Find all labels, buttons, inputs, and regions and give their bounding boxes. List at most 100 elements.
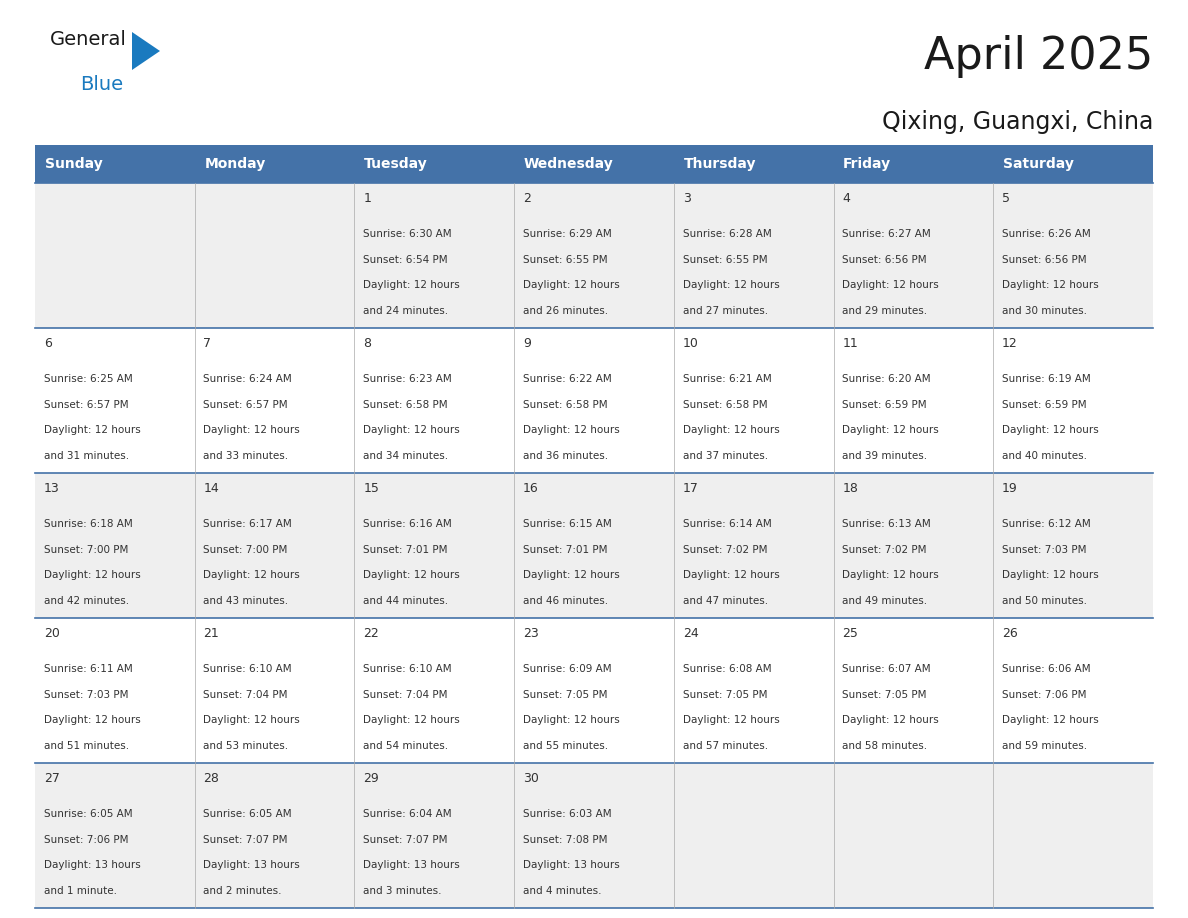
Text: Sunset: 7:01 PM: Sunset: 7:01 PM (523, 544, 607, 554)
Text: Daylight: 13 hours: Daylight: 13 hours (203, 860, 301, 870)
Text: Daylight: 12 hours: Daylight: 12 hours (683, 570, 779, 580)
Text: and 53 minutes.: and 53 minutes. (203, 741, 289, 751)
Bar (34, 618, 195, 763)
Bar (834, 183, 993, 328)
Text: Sunset: 6:57 PM: Sunset: 6:57 PM (203, 399, 289, 409)
Text: 12: 12 (1001, 337, 1018, 350)
Text: Sunrise: 6:19 AM: Sunrise: 6:19 AM (1001, 375, 1091, 385)
Text: Sunset: 6:56 PM: Sunset: 6:56 PM (1001, 255, 1087, 264)
Text: and 51 minutes.: and 51 minutes. (44, 741, 129, 751)
Text: Sunrise: 6:23 AM: Sunrise: 6:23 AM (364, 375, 451, 385)
Bar (34, 145, 195, 183)
Text: Sunset: 7:02 PM: Sunset: 7:02 PM (683, 544, 767, 554)
Text: Sunrise: 6:07 AM: Sunrise: 6:07 AM (842, 665, 931, 675)
Text: and 43 minutes.: and 43 minutes. (203, 596, 289, 606)
Text: Sunset: 7:07 PM: Sunset: 7:07 PM (364, 834, 448, 845)
Text: 13: 13 (44, 482, 59, 495)
Text: Sunrise: 6:13 AM: Sunrise: 6:13 AM (842, 520, 931, 530)
Text: Daylight: 13 hours: Daylight: 13 hours (523, 860, 620, 870)
Text: Sunrise: 6:09 AM: Sunrise: 6:09 AM (523, 665, 612, 675)
Text: 30: 30 (523, 772, 539, 785)
Text: and 58 minutes.: and 58 minutes. (842, 741, 928, 751)
Text: Sunset: 6:58 PM: Sunset: 6:58 PM (523, 399, 607, 409)
Text: 1: 1 (364, 192, 371, 205)
Text: Daylight: 12 hours: Daylight: 12 hours (203, 570, 301, 580)
Text: Daylight: 12 hours: Daylight: 12 hours (842, 425, 939, 435)
Text: Sunrise: 6:15 AM: Sunrise: 6:15 AM (523, 520, 612, 530)
Text: and 24 minutes.: and 24 minutes. (364, 306, 448, 316)
Bar (834, 328, 993, 473)
Text: Daylight: 12 hours: Daylight: 12 hours (364, 280, 460, 290)
Bar (34, 763, 195, 908)
Text: Sunrise: 6:08 AM: Sunrise: 6:08 AM (683, 665, 771, 675)
Text: and 44 minutes.: and 44 minutes. (364, 596, 448, 606)
Text: Sunrise: 6:17 AM: Sunrise: 6:17 AM (203, 520, 292, 530)
Bar (514, 145, 674, 183)
Text: and 47 minutes.: and 47 minutes. (683, 596, 767, 606)
Text: Sunset: 7:06 PM: Sunset: 7:06 PM (44, 834, 128, 845)
Text: 25: 25 (842, 627, 858, 640)
Text: 19: 19 (1001, 482, 1018, 495)
Text: Sunset: 7:03 PM: Sunset: 7:03 PM (44, 689, 128, 700)
Text: Sunset: 7:07 PM: Sunset: 7:07 PM (203, 834, 287, 845)
Bar (195, 328, 354, 473)
Bar (674, 473, 834, 618)
Text: 14: 14 (203, 482, 220, 495)
Text: Daylight: 12 hours: Daylight: 12 hours (523, 715, 620, 725)
Text: 17: 17 (683, 482, 699, 495)
Text: and 37 minutes.: and 37 minutes. (683, 451, 767, 461)
Text: and 50 minutes.: and 50 minutes. (1001, 596, 1087, 606)
Bar (993, 328, 1154, 473)
Text: 2: 2 (523, 192, 531, 205)
Text: Sunset: 6:57 PM: Sunset: 6:57 PM (44, 399, 128, 409)
Text: April 2025: April 2025 (924, 35, 1154, 78)
Text: 7: 7 (203, 337, 211, 350)
Text: 3: 3 (683, 192, 690, 205)
Text: Daylight: 12 hours: Daylight: 12 hours (683, 280, 779, 290)
Text: and 30 minutes.: and 30 minutes. (1001, 306, 1087, 316)
Bar (354, 145, 514, 183)
Text: 9: 9 (523, 337, 531, 350)
Text: 27: 27 (44, 772, 59, 785)
Text: Sunset: 7:05 PM: Sunset: 7:05 PM (683, 689, 767, 700)
Bar (195, 183, 354, 328)
Text: Blue: Blue (80, 75, 124, 94)
Text: Sunrise: 6:24 AM: Sunrise: 6:24 AM (203, 375, 292, 385)
Text: Sunrise: 6:05 AM: Sunrise: 6:05 AM (44, 810, 132, 820)
Text: Thursday: Thursday (683, 157, 756, 171)
Text: Sunrise: 6:29 AM: Sunrise: 6:29 AM (523, 230, 612, 240)
Text: and 1 minute.: and 1 minute. (44, 886, 116, 896)
Text: Sunrise: 6:12 AM: Sunrise: 6:12 AM (1001, 520, 1091, 530)
Text: General: General (50, 30, 127, 49)
Text: 23: 23 (523, 627, 538, 640)
Bar (834, 618, 993, 763)
Bar (514, 618, 674, 763)
Polygon shape (132, 32, 160, 70)
Text: and 27 minutes.: and 27 minutes. (683, 306, 767, 316)
Text: Friday: Friday (843, 157, 891, 171)
Text: Daylight: 13 hours: Daylight: 13 hours (44, 860, 140, 870)
Bar (993, 473, 1154, 618)
Text: 24: 24 (683, 627, 699, 640)
Text: Daylight: 12 hours: Daylight: 12 hours (203, 715, 301, 725)
Text: Monday: Monday (204, 157, 266, 171)
Text: and 3 minutes.: and 3 minutes. (364, 886, 442, 896)
Text: Wednesday: Wednesday (524, 157, 613, 171)
Text: Sunrise: 6:14 AM: Sunrise: 6:14 AM (683, 520, 771, 530)
Text: Daylight: 12 hours: Daylight: 12 hours (44, 425, 140, 435)
Text: Sunset: 7:08 PM: Sunset: 7:08 PM (523, 834, 607, 845)
Text: 28: 28 (203, 772, 220, 785)
Text: Sunset: 7:04 PM: Sunset: 7:04 PM (364, 689, 448, 700)
Bar (354, 328, 514, 473)
Text: Sunset: 6:59 PM: Sunset: 6:59 PM (1001, 399, 1087, 409)
Bar (674, 145, 834, 183)
Bar (674, 763, 834, 908)
Text: Sunrise: 6:06 AM: Sunrise: 6:06 AM (1001, 665, 1091, 675)
Bar (834, 145, 993, 183)
Text: Daylight: 12 hours: Daylight: 12 hours (842, 280, 939, 290)
Text: and 46 minutes.: and 46 minutes. (523, 596, 608, 606)
Text: Daylight: 13 hours: Daylight: 13 hours (364, 860, 460, 870)
Bar (34, 183, 195, 328)
Text: Daylight: 12 hours: Daylight: 12 hours (1001, 570, 1099, 580)
Text: Sunrise: 6:28 AM: Sunrise: 6:28 AM (683, 230, 771, 240)
